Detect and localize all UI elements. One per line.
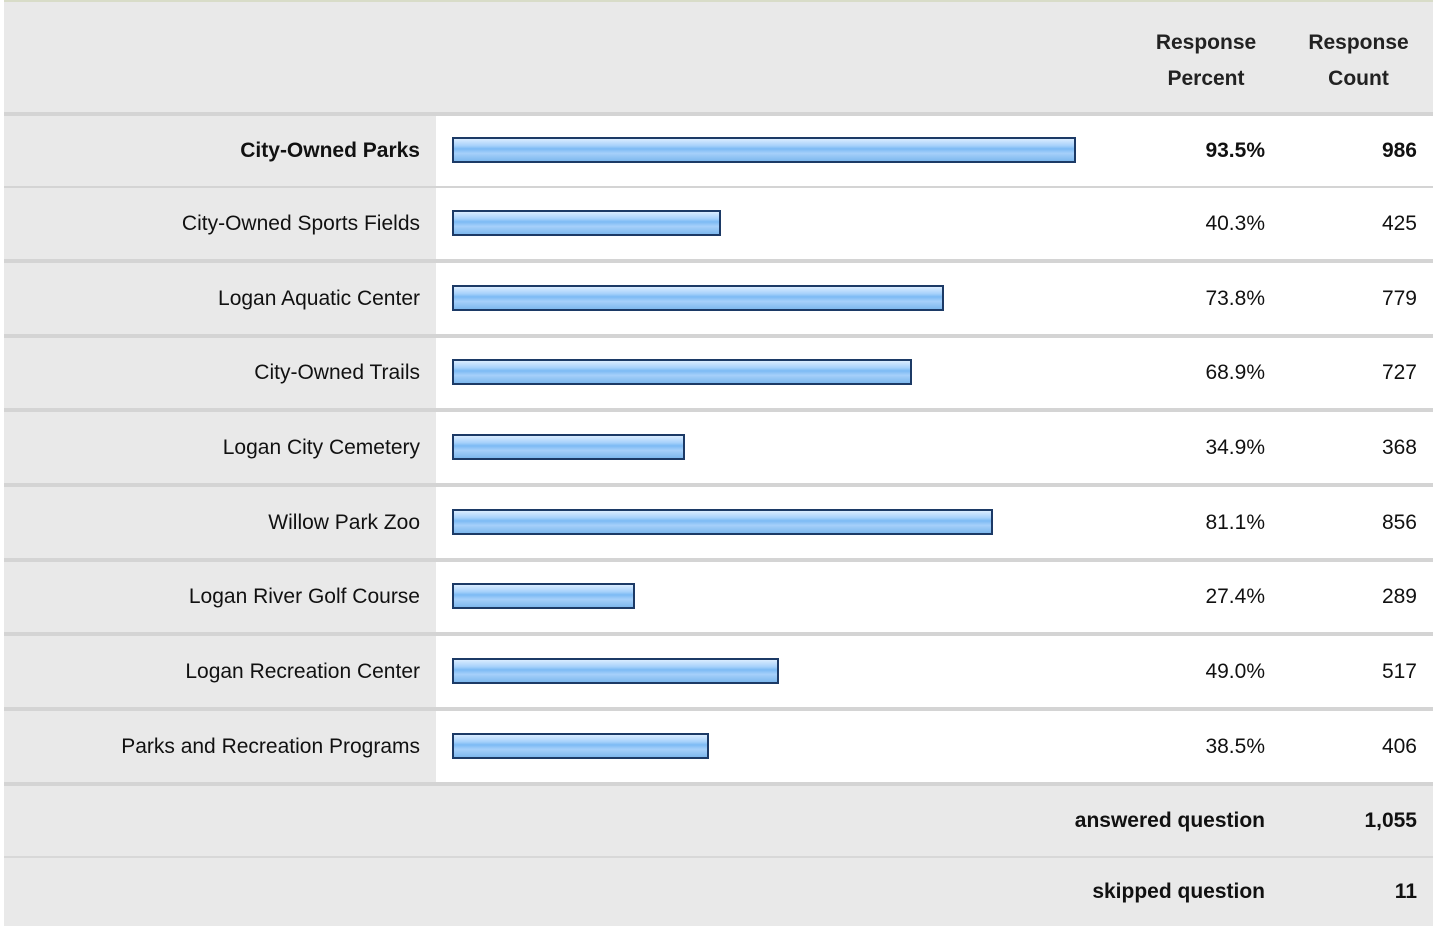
survey-results-table: Response Percent Response Count City-Own…: [4, 0, 1433, 926]
bar-area: 68.9% 727: [436, 338, 1433, 408]
label-cell: Logan City Cemetery: [4, 412, 436, 483]
label-cell: Willow Park Zoo: [4, 487, 436, 558]
count-value: 406: [1381, 734, 1417, 758]
label-cell: Logan Recreation Center: [4, 636, 436, 707]
category-label: City-Owned Trails: [254, 361, 420, 384]
bar-area: 34.9% 368: [436, 412, 1433, 483]
category-label: Logan Aquatic Center: [218, 286, 420, 310]
row-separator: [4, 483, 1433, 487]
skipped-question-row: skipped question 11: [4, 858, 1433, 926]
table-row: Logan City Cemetery 34.9% 368: [4, 412, 1433, 483]
label-cell: Parks and Recreation Programs: [4, 711, 436, 782]
bar: [452, 658, 779, 684]
category-label: Parks and Recreation Programs: [121, 734, 420, 758]
count-value: 986: [1381, 139, 1417, 162]
count-value: 517: [1381, 659, 1417, 683]
table-row: City-Owned Sports Fields 40.3% 425: [4, 188, 1433, 259]
table-row: Logan River Golf Course 27.4% 289: [4, 562, 1433, 632]
category-label: City-Owned Sports Fields: [181, 211, 420, 235]
response-count-header: Response Count: [1284, 25, 1433, 97]
bar-area: 49.0% 517: [436, 636, 1433, 707]
bar-area: 27.4% 289: [436, 562, 1433, 632]
percent-value: 93.5%: [1205, 139, 1265, 162]
answered-question-value: 1,055: [1364, 809, 1417, 832]
category-label: Logan Recreation Center: [185, 659, 420, 683]
table-row: City-Owned Parks 93.5% 986: [4, 116, 1433, 186]
count-value: 368: [1381, 435, 1417, 459]
percent-value: 49.0%: [1205, 659, 1265, 683]
bar-area: 81.1% 856: [436, 487, 1433, 558]
bar-area: 73.8% 779: [436, 263, 1433, 334]
bar: [452, 733, 709, 759]
bar: [452, 285, 944, 311]
bar: [452, 434, 685, 460]
response-percent-header-line2: Percent: [1167, 67, 1245, 90]
bar: [452, 210, 721, 236]
label-cell: Logan River Golf Course: [4, 562, 436, 632]
bar: [452, 359, 912, 385]
row-separator: [4, 632, 1433, 636]
bar: [452, 509, 993, 535]
percent-value: 34.9%: [1205, 435, 1265, 459]
skipped-question-label: skipped question: [1092, 880, 1265, 903]
row-separator: [4, 408, 1433, 412]
table-row: City-Owned Trails 68.9% 727: [4, 338, 1433, 408]
percent-value: 81.1%: [1205, 510, 1265, 534]
count-value: 727: [1381, 361, 1417, 384]
category-label: Logan City Cemetery: [222, 435, 420, 459]
percent-value: 68.9%: [1205, 361, 1265, 384]
footer-divider: [4, 856, 1433, 858]
answered-question-label: answered question: [1074, 809, 1265, 832]
count-value: 289: [1381, 585, 1417, 608]
row-separator: [4, 707, 1433, 711]
percent-value: 38.5%: [1205, 734, 1265, 758]
table-row: Logan Aquatic Center 73.8% 779: [4, 263, 1433, 334]
row-separator: [4, 259, 1433, 263]
label-cell: City-Owned Sports Fields: [4, 188, 436, 259]
label-cell: City-Owned Trails: [4, 338, 436, 408]
table-header: Response Percent Response Count: [4, 2, 1433, 112]
row-separator: [4, 558, 1433, 562]
count-value: 425: [1381, 211, 1417, 235]
footer-separator: [4, 782, 1433, 786]
table-row: Parks and Recreation Programs 38.5% 406: [4, 711, 1433, 782]
percent-value: 40.3%: [1205, 211, 1265, 235]
bar-area: 38.5% 406: [436, 711, 1433, 782]
bar-area: 40.3% 425: [436, 188, 1433, 259]
percent-value: 73.8%: [1205, 286, 1265, 310]
count-value: 779: [1381, 286, 1417, 310]
bar-area: 93.5% 986: [436, 116, 1433, 186]
row-separator: [4, 334, 1433, 338]
response-percent-header-line1: Response: [1155, 31, 1257, 54]
response-count-header-line1: Response: [1308, 31, 1409, 54]
percent-value: 27.4%: [1205, 585, 1265, 608]
response-percent-header: Response Percent: [1133, 25, 1279, 97]
count-value: 856: [1381, 510, 1417, 534]
row-separator: [4, 112, 1433, 116]
label-cell: Logan Aquatic Center: [4, 263, 436, 334]
table-row: Willow Park Zoo 81.1% 856: [4, 487, 1433, 558]
category-label: Willow Park Zoo: [268, 510, 420, 534]
skipped-question-value: 11: [1394, 880, 1417, 903]
bar: [452, 583, 635, 609]
bar: [452, 137, 1076, 163]
answered-question-row: answered question 1,055: [4, 786, 1433, 856]
label-cell: City-Owned Parks: [4, 116, 436, 186]
category-label: City-Owned Parks: [240, 139, 420, 162]
response-count-header-line2: Count: [1328, 67, 1389, 90]
table-row: Logan Recreation Center 49.0% 517: [4, 636, 1433, 707]
category-label: Logan River Golf Course: [188, 585, 420, 608]
